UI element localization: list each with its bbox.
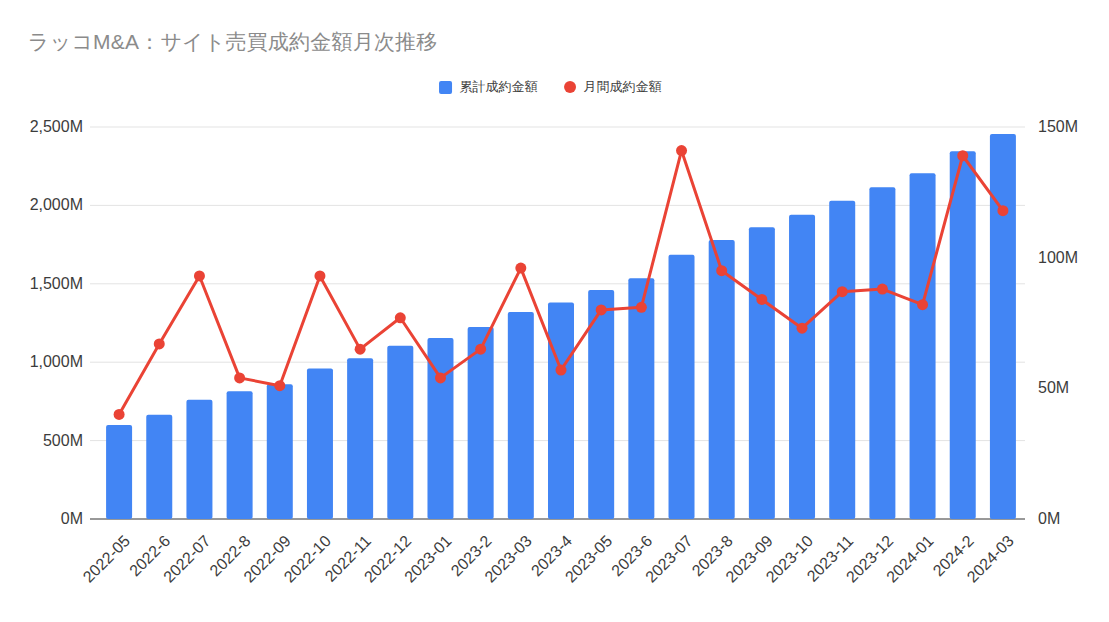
- bar-2022-09[interactable]: [267, 384, 293, 519]
- bar-2022-10[interactable]: [307, 368, 333, 519]
- point-2023-12[interactable]: [877, 284, 888, 295]
- bar-2023-10[interactable]: [789, 215, 815, 519]
- point-2023-10[interactable]: [797, 323, 808, 334]
- chart-container: ラッコM&A：サイト売買成約金額月次推移 累計成約金額 月間成約金額 0M500…: [0, 0, 1109, 622]
- left-axis-label: 2,500M: [30, 118, 83, 135]
- point-2022-6[interactable]: [154, 338, 165, 349]
- left-axis-label: 0M: [61, 510, 83, 527]
- bar-2022-05[interactable]: [106, 425, 132, 519]
- point-2022-10[interactable]: [314, 270, 325, 281]
- bar-2023-11[interactable]: [829, 201, 855, 519]
- bar-2022-07[interactable]: [186, 400, 212, 519]
- point-2022-05[interactable]: [114, 409, 125, 420]
- bar-2022-12[interactable]: [387, 346, 413, 519]
- point-2024-01[interactable]: [917, 299, 928, 310]
- right-axis-label: 100M: [1038, 249, 1078, 266]
- bar-2023-4[interactable]: [548, 303, 574, 519]
- bar-2023-12[interactable]: [869, 187, 895, 519]
- bar-2023-6[interactable]: [628, 278, 654, 519]
- point-2022-12[interactable]: [395, 312, 406, 323]
- combo-chart-plot: 0M 500M 1,000M 1,500M 2,000M 2,500M 0M 50M 100M 1…: [0, 0, 1109, 622]
- point-2024-03[interactable]: [997, 205, 1008, 216]
- bar-2023-07[interactable]: [669, 255, 695, 519]
- bar-2024-01[interactable]: [910, 173, 936, 519]
- bar-2023-09[interactable]: [749, 227, 775, 519]
- bar-2024-2[interactable]: [950, 151, 976, 519]
- bar-2022-6[interactable]: [146, 415, 172, 519]
- left-axis-label: 2,000M: [30, 196, 83, 213]
- bar-2022-11[interactable]: [347, 358, 373, 519]
- point-2023-2[interactable]: [475, 344, 486, 355]
- bar-2023-03[interactable]: [508, 312, 534, 519]
- point-2023-07[interactable]: [676, 145, 687, 156]
- bar-2024-03[interactable]: [990, 134, 1016, 519]
- left-axis-label: 1,000M: [30, 353, 83, 370]
- left-axis-label: 1,500M: [30, 275, 83, 292]
- x-axis-label: 2022-05: [80, 532, 134, 586]
- point-2024-2[interactable]: [957, 150, 968, 161]
- left-axis-label: 500M: [43, 432, 83, 449]
- right-axis-label: 0M: [1038, 510, 1060, 527]
- point-2023-6[interactable]: [636, 302, 647, 313]
- point-2022-09[interactable]: [274, 380, 285, 391]
- right-axis-label: 50M: [1038, 379, 1069, 396]
- point-2023-8[interactable]: [716, 265, 727, 276]
- point-2023-03[interactable]: [515, 263, 526, 274]
- point-2023-4[interactable]: [556, 365, 567, 376]
- right-axis-label: 150M: [1038, 118, 1078, 135]
- point-2022-11[interactable]: [355, 344, 366, 355]
- point-2023-05[interactable]: [596, 304, 607, 315]
- bar-2022-8[interactable]: [227, 391, 253, 519]
- bar-2023-8[interactable]: [709, 240, 735, 519]
- point-2022-8[interactable]: [234, 372, 245, 383]
- point-2023-01[interactable]: [435, 372, 446, 383]
- point-2022-07[interactable]: [194, 270, 205, 281]
- point-2023-11[interactable]: [837, 286, 848, 297]
- point-2023-09[interactable]: [756, 294, 767, 305]
